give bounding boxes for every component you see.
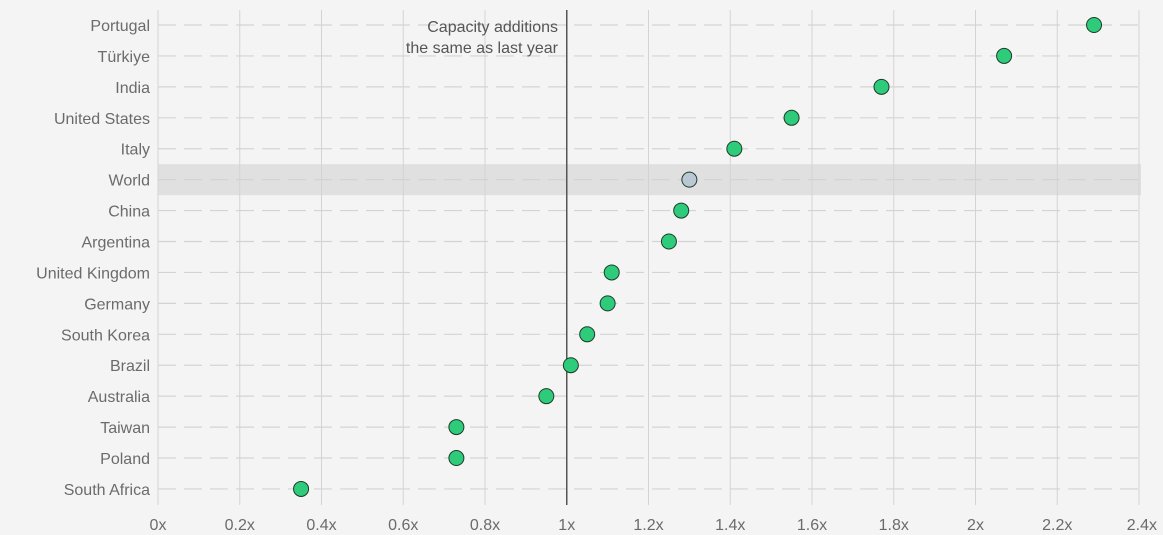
x-tick-label: 1.2x — [633, 517, 663, 534]
category-label: China — [108, 204, 150, 221]
category-label: Italy — [121, 142, 150, 159]
category-label: Germany — [84, 296, 150, 313]
data-point — [603, 264, 620, 281]
category-label: Argentina — [82, 235, 151, 252]
x-tick-label: 2x — [967, 517, 984, 534]
category-label: Taiwan — [100, 420, 150, 437]
data-point — [579, 326, 596, 343]
x-tick-label: 1.4x — [715, 517, 745, 534]
category-label: Portugal — [90, 18, 150, 35]
data-points — [293, 17, 1103, 497]
data-point — [726, 140, 743, 157]
data-point — [599, 295, 616, 312]
data-point — [538, 388, 555, 405]
category-label: India — [115, 80, 150, 97]
category-label: Türkiye — [98, 49, 151, 66]
data-point — [448, 450, 465, 467]
data-point — [293, 480, 310, 497]
category-label: Poland — [100, 451, 150, 468]
x-tick-label: 0.6x — [388, 517, 418, 534]
data-point — [562, 357, 579, 374]
x-tick-label: 2.2x — [1042, 517, 1072, 534]
category-label: South Africa — [64, 482, 150, 499]
x-tick-label: 1x — [558, 517, 575, 534]
data-point — [873, 78, 890, 95]
category-label: Australia — [88, 389, 150, 406]
x-tick-label: 0.4x — [306, 517, 336, 534]
data-point — [783, 109, 800, 126]
category-label: South Korea — [61, 327, 150, 344]
data-point — [448, 419, 465, 436]
x-axis-tick-labels: 0x 0.2x 0.4x 0.6x 0.8x 1x 1.2x 1.4x 1.6x 1.8x 2x 2.… — [150, 517, 1157, 534]
data-point-highlight — [681, 171, 698, 188]
vertical-gridlines — [157, 10, 1140, 505]
horizontal-gridlines — [158, 24, 1139, 490]
category-labels: Portugal Türkiye India United States Italy Wo… — [36, 18, 150, 499]
data-point — [1086, 17, 1103, 33]
x-tick-label: 1.6x — [797, 517, 827, 534]
x-tick-label: 1.8x — [879, 517, 909, 534]
category-label: United Kingdom — [36, 265, 150, 282]
data-point — [673, 202, 690, 219]
annotation-line-2: the same as last year — [406, 40, 559, 57]
category-label: United States — [54, 111, 150, 128]
x-tick-label: 2.4x — [1127, 517, 1157, 534]
data-point — [660, 233, 677, 250]
annotation-line-1: Capacity additions — [427, 19, 558, 36]
x-tick-label: 0.2x — [225, 517, 255, 534]
x-tick-label: 0x — [150, 517, 167, 534]
category-label: Brazil — [110, 358, 150, 375]
category-label: World — [109, 173, 151, 190]
x-tick-label: 0.8x — [470, 517, 500, 534]
data-point — [996, 47, 1013, 64]
